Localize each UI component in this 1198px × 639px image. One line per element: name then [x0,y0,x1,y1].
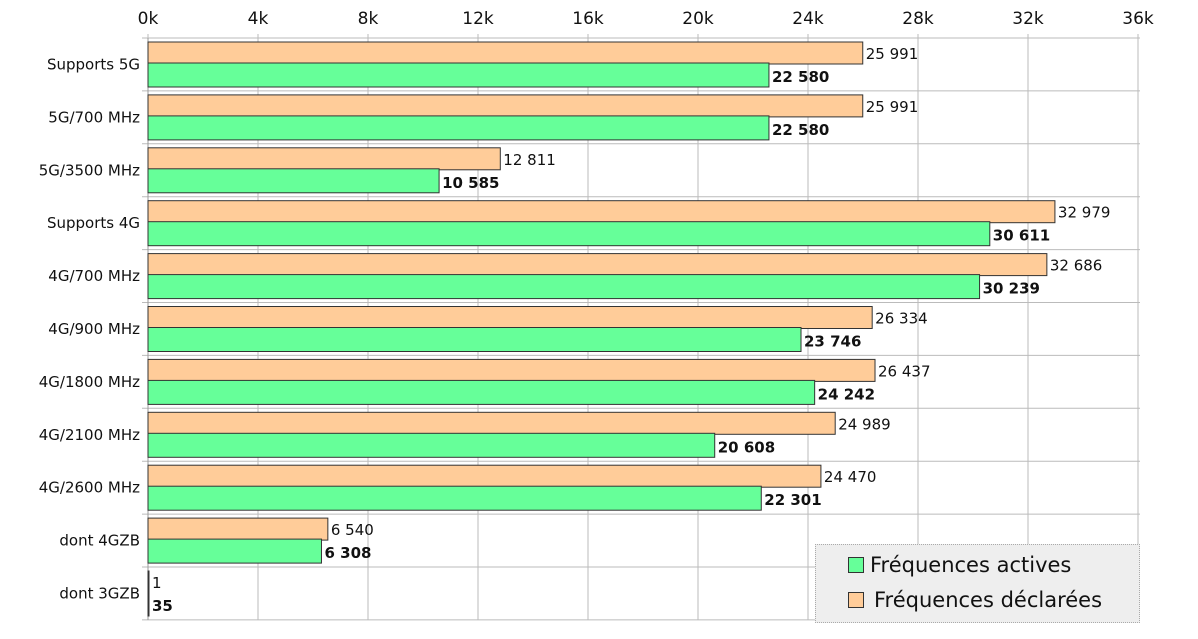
data-label-declared: 26 437 [878,362,931,380]
category-label: 4G/700 MHz [48,267,140,285]
data-label-declared: 1 [152,574,162,592]
bar-active [147,168,440,194]
data-label-declared: 25 991 [866,98,919,116]
bar-declared [147,41,864,65]
data-label-declared: 6 540 [331,521,374,539]
x-tick-label: 24k [792,9,824,29]
x-tick-label: 8k [358,9,379,29]
data-label-declared: 24 989 [838,415,891,433]
category-label: 5G/700 MHz [48,108,140,126]
bar-declared [147,464,822,488]
bar-active [147,115,770,141]
data-label-declared: 24 470 [824,468,877,486]
data-label-declared: 12 811 [503,151,556,169]
category-label: Supports 4G [47,214,140,232]
bar-declared [147,147,501,171]
legend-item-declared: Fréquences déclarées [848,588,1102,612]
bar-active [147,538,322,564]
category-label: dont 4GZB [59,532,140,550]
data-label-active: 23 746 [804,333,861,351]
legend-item-active: Fréquences actives [848,553,1071,577]
x-tick-label: 20k [682,9,714,29]
legend-label-declared: Fréquences déclarées [874,588,1103,612]
data-label-active: 10 585 [442,174,499,192]
bar-declared [147,570,150,594]
data-label-active: 6 308 [324,544,371,562]
data-label-active: 35 [152,597,173,615]
bar-declared [147,306,873,329]
bar-active [147,432,716,458]
bar-declared [147,517,329,541]
bar-active [147,327,802,352]
bar-declared [147,253,1048,277]
x-tick-label: 16k [572,9,604,29]
category-label: 4G/2100 MHz [39,426,140,444]
data-label-active: 20 608 [718,438,775,456]
bar-active [147,591,150,617]
bar-active [147,274,981,300]
legend-label-active: Fréquences actives [870,553,1072,577]
bar-active [147,379,816,405]
category-label: 4G/2600 MHz [39,479,140,497]
data-label-declared: 32 686 [1050,257,1103,275]
x-tick-label: 32k [1012,9,1044,29]
bar-declared [147,200,1056,224]
data-label-declared: 26 334 [875,310,928,328]
bar-active [147,221,991,247]
data-label-declared: 32 979 [1058,204,1111,222]
x-tick-label: 4k [248,9,269,29]
data-label-active: 24 242 [818,385,875,403]
data-label-active: 30 239 [983,280,1040,298]
category-label: 4G/1800 MHz [39,373,140,391]
data-label-active: 30 611 [993,227,1050,245]
data-label-active: 22 301 [764,491,821,509]
x-tick-label: 0k [138,9,159,29]
legend: Fréquences actives Fréquences déclarées [815,544,1140,623]
x-tick-label: 36k [1122,9,1154,29]
bar-declared [147,358,876,382]
bar-declared [147,94,864,118]
data-label-declared: 25 991 [866,45,919,63]
bar-active [147,485,762,511]
x-tick-label: 12k [462,9,494,29]
bar-declared [147,411,836,435]
legend-swatch-declared [848,592,864,608]
legend-swatch-active [848,557,864,573]
category-label: 4G/900 MHz [48,320,140,338]
data-label-active: 22 580 [772,68,829,86]
category-label: 5G/3500 MHz [39,161,140,179]
x-tick-label: 28k [902,9,934,29]
category-label: dont 3GZB [59,584,140,602]
bar-active [147,62,770,88]
data-label-active: 22 580 [772,121,829,139]
category-label: Supports 5G [47,55,140,73]
